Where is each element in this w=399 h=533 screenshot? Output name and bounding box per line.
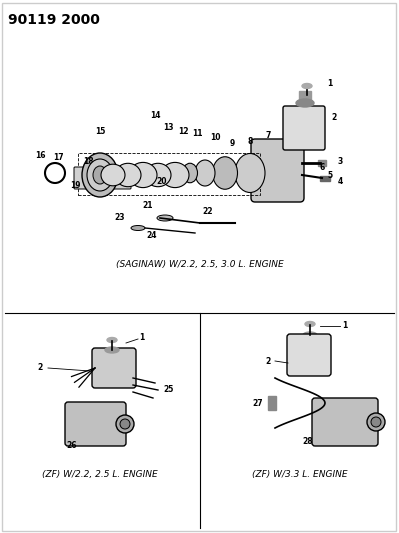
Text: 13: 13: [163, 124, 173, 133]
Text: 28: 28: [303, 437, 313, 446]
Ellipse shape: [82, 153, 118, 197]
Text: 23: 23: [115, 214, 125, 222]
Text: 24: 24: [147, 230, 157, 239]
Ellipse shape: [182, 163, 198, 183]
Text: 1: 1: [327, 78, 333, 87]
Text: 3: 3: [338, 157, 343, 166]
Bar: [299, 91, 311, 103]
Ellipse shape: [296, 99, 314, 107]
Text: 1: 1: [139, 333, 144, 342]
Text: 11: 11: [192, 128, 202, 138]
Text: 9: 9: [229, 139, 235, 148]
Ellipse shape: [105, 347, 119, 353]
Ellipse shape: [303, 332, 317, 338]
FancyBboxPatch shape: [251, 139, 304, 202]
Text: 1: 1: [342, 321, 348, 330]
Text: 4: 4: [338, 176, 343, 185]
Ellipse shape: [371, 417, 381, 427]
Text: (ZF) W/2.2, 2.5 L. ENGINE: (ZF) W/2.2, 2.5 L. ENGINE: [42, 471, 158, 480]
FancyBboxPatch shape: [283, 106, 325, 150]
Ellipse shape: [93, 166, 107, 184]
Text: 25: 25: [163, 385, 174, 394]
Text: 6: 6: [319, 164, 325, 173]
Ellipse shape: [145, 163, 171, 187]
Bar: [320, 176, 330, 181]
Ellipse shape: [213, 157, 237, 189]
Text: 17: 17: [53, 154, 63, 163]
Text: 2: 2: [265, 357, 271, 366]
Ellipse shape: [129, 163, 157, 188]
Ellipse shape: [302, 84, 312, 88]
Ellipse shape: [235, 154, 265, 192]
Text: 2: 2: [38, 364, 43, 373]
Ellipse shape: [367, 413, 385, 431]
FancyBboxPatch shape: [312, 398, 378, 446]
Ellipse shape: [107, 337, 117, 343]
Ellipse shape: [116, 415, 134, 433]
Ellipse shape: [305, 321, 315, 327]
Text: 18: 18: [83, 157, 93, 166]
Text: (SAGINAW) W/2.2, 2.5, 3.0 L. ENGINE: (SAGINAW) W/2.2, 2.5, 3.0 L. ENGINE: [116, 261, 284, 270]
Text: 8: 8: [247, 136, 253, 146]
Text: 14: 14: [150, 110, 160, 119]
Text: 2: 2: [332, 114, 337, 123]
Ellipse shape: [157, 215, 173, 221]
Text: 26: 26: [67, 440, 77, 449]
Text: 21: 21: [143, 201, 153, 211]
Ellipse shape: [161, 163, 189, 188]
FancyBboxPatch shape: [65, 402, 126, 446]
Text: 10: 10: [210, 133, 220, 142]
Bar: [318, 160, 326, 166]
Text: 27: 27: [253, 399, 263, 408]
Text: 16: 16: [35, 150, 45, 159]
Ellipse shape: [115, 163, 141, 187]
FancyBboxPatch shape: [74, 167, 131, 189]
Ellipse shape: [120, 419, 130, 429]
FancyBboxPatch shape: [287, 334, 331, 376]
FancyBboxPatch shape: [92, 348, 136, 388]
Text: 7: 7: [265, 132, 271, 141]
Text: 5: 5: [328, 171, 332, 180]
Ellipse shape: [131, 225, 145, 230]
Bar: [268, 396, 276, 410]
Text: 19: 19: [70, 181, 80, 190]
Text: (ZF) W/3.3 L. ENGINE: (ZF) W/3.3 L. ENGINE: [252, 471, 348, 480]
Ellipse shape: [87, 159, 113, 191]
Text: 22: 22: [203, 206, 213, 215]
Text: 15: 15: [95, 126, 105, 135]
Text: 20: 20: [157, 176, 167, 185]
Text: 90119 2000: 90119 2000: [8, 13, 100, 27]
Ellipse shape: [195, 160, 215, 186]
Text: 12: 12: [178, 126, 188, 135]
Ellipse shape: [101, 164, 125, 186]
